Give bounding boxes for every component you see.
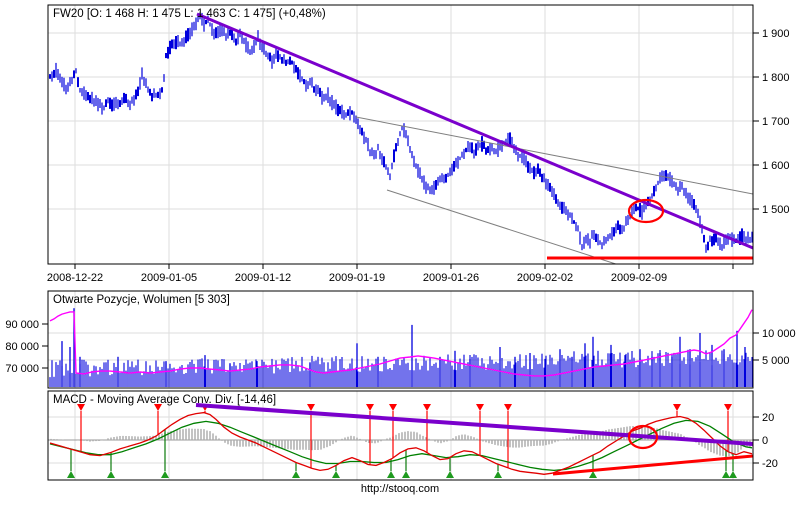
macd-main-line	[49, 411, 753, 475]
sell-signal-triangle-icon	[724, 404, 732, 411]
buy-signal-triangle-icon	[387, 471, 395, 478]
gray-channel-trendline	[355, 116, 753, 195]
macd-red-trendline	[552, 454, 753, 476]
sell-signal-triangle-icon	[476, 404, 484, 411]
buy-signal-triangle-icon	[332, 471, 340, 478]
price-axis-label: 1 900	[762, 28, 790, 40]
date-axis-label: 2009-01-19	[329, 272, 385, 284]
date-axis-label: 2009-01-05	[141, 272, 197, 284]
macd-axis-label: 0	[762, 435, 768, 447]
red-ellipse-annotation	[627, 198, 665, 224]
buy-signal-triangle-icon	[107, 471, 115, 478]
buy-signal-triangle-icon	[446, 471, 454, 478]
date-axis-label: 2009-02-09	[611, 272, 667, 284]
sell-signal-triangle-icon	[423, 404, 431, 411]
buy-signal-triangle-icon	[722, 471, 730, 478]
sell-signal-triangle-icon	[504, 404, 512, 411]
date-axis-label: 2009-02-02	[517, 272, 573, 284]
price-axis-label: 1 600	[762, 160, 790, 172]
buy-signal-triangle-icon	[494, 471, 502, 478]
price-axis-label: 1 700	[762, 116, 790, 128]
sell-signal-triangle-icon	[154, 404, 162, 411]
macd-axis-label: 20	[762, 412, 774, 424]
sell-signal-triangle-icon	[307, 404, 315, 411]
purple-resistance-trendline	[196, 12, 753, 250]
buy-signal-triangle-icon	[292, 471, 300, 478]
volume-axis-label: 5 000	[762, 355, 790, 367]
open-interest-axis-label: 80 000	[5, 341, 39, 353]
macd-axis-label: -20	[762, 458, 778, 470]
macd-panel-border	[47, 390, 754, 481]
buy-signal-triangle-icon	[589, 471, 597, 478]
buy-signal-triangle-icon	[729, 471, 737, 478]
price-axis-label: 1 800	[762, 72, 790, 84]
macd-purple-trendline	[195, 403, 753, 446]
buy-signal-triangle-icon	[402, 471, 410, 478]
sell-signal-triangle-icon	[77, 404, 85, 411]
price-panel-title: FW20 [O: 1 468 H: 1 475 L: 1 463 C: 1 47…	[53, 8, 326, 20]
footer-url: http://stooq.com	[361, 483, 439, 495]
date-axis-label: 2008-12-22	[47, 272, 103, 284]
gray-channel-trendline	[386, 189, 618, 264]
open-interest-axis-label: 90 000	[5, 319, 39, 331]
volume-axis-label: 10 000	[762, 328, 796, 340]
sell-signal-triangle-icon	[366, 404, 374, 411]
price-panel-border	[47, 4, 754, 265]
price-axis-label: 1 500	[762, 204, 790, 216]
volume-panel-border	[47, 290, 754, 389]
buy-signal-triangle-icon	[161, 471, 169, 478]
buy-signal-triangle-icon	[67, 471, 75, 478]
volume-panel-title: Otwarte Pozycje, Wolumen [5 303]	[53, 294, 230, 306]
date-axis-label: 2009-01-26	[423, 272, 479, 284]
sell-signal-triangle-icon	[389, 404, 397, 411]
date-axis-label: 2009-01-12	[235, 272, 291, 284]
macd-red-ellipse-annotation	[627, 424, 659, 450]
macd-panel-plot	[48, 391, 753, 480]
sell-signal-triangle-icon	[673, 404, 681, 411]
macd-signal-line	[49, 419, 753, 472]
generated-chart-layers: 1 900 1 800 1 700 1 600 1 500 10 000 5 000 90 0…	[5, 4, 796, 481]
macd-panel-title: MACD - Moving Average Conv. Div. [-14,46…	[53, 394, 276, 406]
volume-panel-plot	[48, 291, 753, 388]
price-panel-plot	[48, 5, 753, 264]
open-interest-line	[49, 309, 753, 377]
open-interest-axis-label: 70 000	[5, 363, 39, 375]
